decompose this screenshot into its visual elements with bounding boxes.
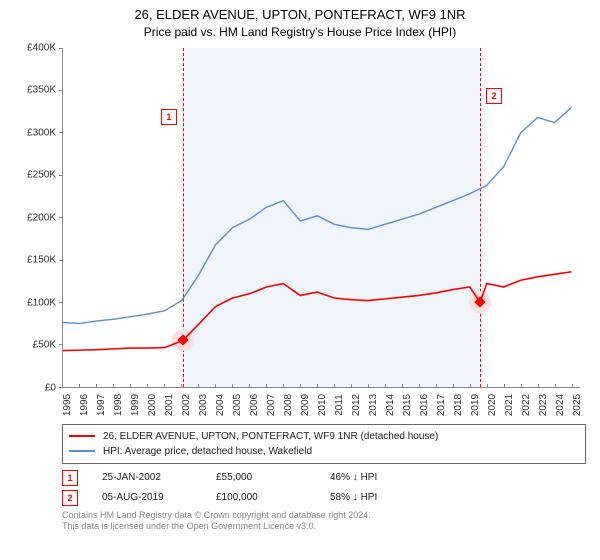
legend-row: 26, ELDER AVENUE, UPTON, PONTEFRACT, WF9… (69, 429, 579, 444)
x-axis: 1995 1996 1997 1998 1999 2000 2001 2002 2003 2004… (62, 388, 580, 418)
event-row-marker: 1 (62, 470, 78, 486)
x-tick-label: 2023 (538, 394, 549, 416)
title-block: 26, ELDER AVENUE, UPTON, PONTEFRACT, WF9… (0, 0, 600, 40)
event-row: 1 25-JAN-2002 £55,000 46% ↓ HPI (62, 470, 586, 486)
event-date: 25-JAN-2002 (102, 472, 192, 483)
y-tick-label: £200K (27, 212, 56, 223)
event-row-marker: 2 (62, 490, 78, 506)
x-tick-label: 2020 (487, 394, 498, 416)
event-row: 2 05-AUG-2019 £100,000 58% ↓ HPI (62, 490, 586, 506)
x-tick-label: 2017 (436, 394, 447, 416)
x-tick-label: 2018 (453, 394, 464, 416)
series-svg (63, 48, 580, 387)
x-tick-label: 2002 (181, 394, 192, 416)
plot-area: 12 (62, 48, 580, 388)
x-tick-label: 2001 (164, 394, 175, 416)
chart-container: 26, ELDER AVENUE, UPTON, PONTEFRACT, WF9… (0, 0, 600, 533)
event-delta: 46% ↓ HPI (330, 472, 420, 483)
y-tick-label: £150K (27, 255, 56, 266)
series-line (63, 107, 572, 323)
event-delta: 58% ↓ HPI (330, 492, 420, 503)
x-tick-label: 1998 (113, 394, 124, 416)
x-tick-label: 2024 (555, 394, 566, 416)
x-tick-label: 2006 (249, 394, 260, 416)
x-tick-label: 2008 (283, 394, 294, 416)
x-tick-label: 2022 (521, 394, 532, 416)
event-price: £100,000 (216, 492, 306, 503)
legend-swatch (69, 435, 95, 437)
x-tick-label: 1997 (96, 394, 107, 416)
legend-label: HPI: Average price, detached house, Wake… (103, 444, 312, 459)
y-tick-label: £0 (45, 382, 56, 393)
legend: 26, ELDER AVENUE, UPTON, PONTEFRACT, WF9… (62, 424, 586, 464)
x-tick-label: 2010 (317, 394, 328, 416)
x-tick-label: 2004 (215, 394, 226, 416)
chart-area: £0£50K£100K£150K£200K£250K£300K£350K£400… (14, 48, 586, 418)
x-tick-label: 1999 (130, 394, 141, 416)
legend-row: HPI: Average price, detached house, Wake… (69, 444, 579, 459)
x-tick-label: 2003 (198, 394, 209, 416)
y-tick-label: £350K (27, 85, 56, 96)
footer-line1: Contains HM Land Registry data © Crown c… (62, 510, 586, 522)
y-tick-label: £250K (27, 170, 56, 181)
x-tick-label: 2016 (419, 394, 430, 416)
x-tick-label: 2015 (402, 394, 413, 416)
event-price: £55,000 (216, 472, 306, 483)
x-tick-label: 1996 (79, 394, 90, 416)
event-date: 05-AUG-2019 (102, 492, 192, 503)
events-table: 1 25-JAN-2002 £55,000 46% ↓ HPI 2 05-AUG-2019… (62, 470, 586, 506)
x-tick-label: 2019 (470, 394, 481, 416)
series-line (63, 271, 572, 350)
x-tick-label: 2014 (385, 394, 396, 416)
y-tick-label: £100K (27, 297, 56, 308)
y-axis: £0£50K£100K£150K£200K£250K£300K£350K£400… (14, 48, 60, 388)
title-line2: Price paid vs. HM Land Registry's House … (0, 24, 600, 40)
y-tick-label: £300K (27, 127, 56, 138)
footer: Contains HM Land Registry data © Crown c… (62, 510, 586, 533)
x-tick-label: 2025 (572, 394, 583, 416)
legend-swatch (69, 450, 95, 452)
x-tick-label: 2000 (147, 394, 158, 416)
x-tick-label: 2007 (266, 394, 277, 416)
footer-line2: This data is licensed under the Open Gov… (62, 521, 586, 533)
x-tick-label: 2005 (232, 394, 243, 416)
x-tick-label: 2021 (504, 394, 515, 416)
y-tick-label: £50K (33, 340, 56, 351)
x-tick-label: 2009 (300, 394, 311, 416)
legend-label: 26, ELDER AVENUE, UPTON, PONTEFRACT, WF9… (103, 429, 438, 444)
y-tick-label: £400K (27, 42, 56, 53)
x-tick-label: 2013 (368, 394, 379, 416)
x-tick-label: 2012 (351, 394, 362, 416)
x-tick-label: 2011 (334, 394, 345, 416)
title-line1: 26, ELDER AVENUE, UPTON, PONTEFRACT, WF9… (0, 6, 600, 24)
x-tick-label: 1995 (62, 394, 73, 416)
